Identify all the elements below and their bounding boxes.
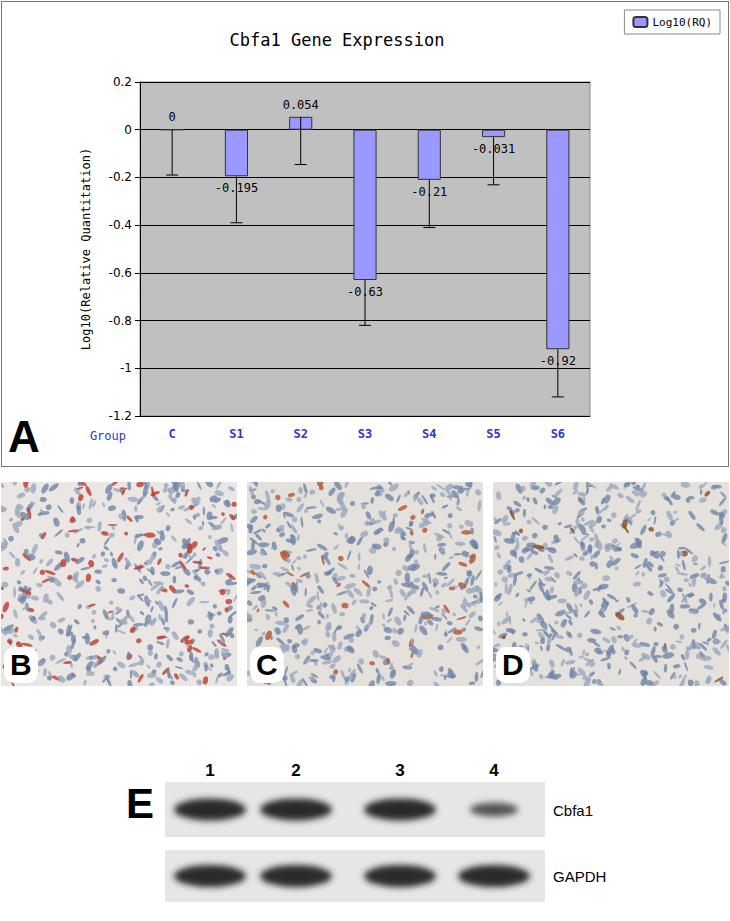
svg-text:-0.6: -0.6: [109, 266, 132, 280]
svg-text:S3: S3: [358, 427, 372, 441]
svg-text:0: 0: [124, 123, 132, 137]
html-text:D: D: [502, 648, 524, 681]
html-text:A: A: [8, 412, 40, 461]
html-text:C: C: [256, 648, 278, 681]
svg-text:Log10(RQ): Log10(RQ): [652, 16, 712, 29]
svg-text:S5: S5: [486, 427, 500, 441]
svg-text:Cbfa1: Cbfa1: [553, 802, 593, 819]
svg-text:-1: -1: [120, 361, 132, 375]
svg-text:-0.92: -0.92: [539, 354, 576, 369]
html-text:B: B: [10, 648, 32, 681]
svg-text:-0.031: -0.031: [471, 142, 516, 157]
svg-text:-0.195: -0.195: [214, 181, 259, 196]
svg-text:S4: S4: [422, 427, 436, 441]
svg-text:E: E: [126, 780, 154, 827]
svg-text:0.054: 0.054: [283, 98, 319, 112]
svg-text:-1.2: -1.2: [109, 409, 132, 423]
svg-text:4: 4: [489, 761, 499, 780]
svg-text:0: 0: [169, 110, 176, 124]
svg-text:2: 2: [291, 761, 300, 780]
svg-text:Log10(Relative Quantitation): Log10(Relative Quantitation): [79, 148, 93, 350]
svg-text:Group: Group: [90, 429, 126, 443]
svg-text:-0.2: -0.2: [109, 170, 132, 184]
svg-text:Cbfa1 Gene Expression: Cbfa1 Gene Expression: [230, 30, 445, 50]
svg-text:GAPDH: GAPDH: [553, 868, 606, 885]
svg-text:S6: S6: [551, 427, 565, 441]
svg-text:3: 3: [395, 761, 404, 780]
svg-text:1: 1: [205, 761, 214, 780]
svg-text:-0.4: -0.4: [109, 218, 132, 232]
svg-text:S2: S2: [293, 427, 307, 441]
svg-text:-0.63: -0.63: [346, 285, 384, 299]
svg-text:-0.8: -0.8: [109, 314, 132, 328]
svg-text:S1: S1: [229, 427, 243, 441]
svg-text:C: C: [169, 427, 176, 441]
svg-text:-0.21: -0.21: [411, 184, 448, 199]
svg-text:0.2: 0.2: [113, 75, 132, 89]
